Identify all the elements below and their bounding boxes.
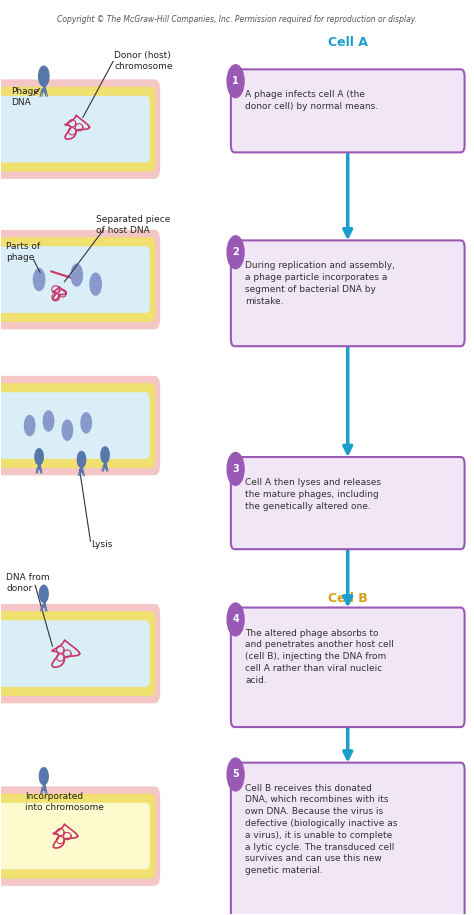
Text: 1: 1 bbox=[232, 76, 239, 86]
FancyBboxPatch shape bbox=[231, 458, 465, 549]
Circle shape bbox=[38, 66, 49, 86]
Circle shape bbox=[35, 448, 43, 465]
FancyBboxPatch shape bbox=[0, 376, 160, 475]
Circle shape bbox=[227, 236, 244, 269]
FancyBboxPatch shape bbox=[0, 620, 150, 687]
FancyBboxPatch shape bbox=[231, 70, 465, 153]
Text: 2: 2 bbox=[232, 247, 239, 257]
Circle shape bbox=[101, 447, 109, 463]
Circle shape bbox=[43, 411, 54, 431]
Circle shape bbox=[39, 768, 48, 785]
Text: During replication and assembly,
a phage particle incorporates a
segment of bact: During replication and assembly, a phage… bbox=[245, 262, 395, 306]
Text: The altered phage absorbs to
and penetrates another host cell
(cell B), injectin: The altered phage absorbs to and penetra… bbox=[245, 629, 394, 684]
Circle shape bbox=[227, 758, 244, 791]
Circle shape bbox=[34, 269, 45, 291]
FancyBboxPatch shape bbox=[0, 230, 160, 329]
Text: Incorporated
into chromosome: Incorporated into chromosome bbox=[25, 792, 104, 813]
Text: Separated piece
of host DNA: Separated piece of host DNA bbox=[96, 215, 170, 235]
FancyBboxPatch shape bbox=[231, 608, 465, 727]
Circle shape bbox=[25, 415, 35, 436]
Circle shape bbox=[71, 264, 82, 286]
FancyBboxPatch shape bbox=[231, 762, 465, 915]
Text: A phage infects cell A (the
donor cell) by normal means.: A phage infects cell A (the donor cell) … bbox=[245, 91, 378, 111]
Text: 5: 5 bbox=[232, 770, 239, 780]
Text: Cell A then lyses and releases
the mature phages, including
the genetically alte: Cell A then lyses and releases the matur… bbox=[245, 478, 381, 511]
FancyBboxPatch shape bbox=[0, 604, 160, 704]
Text: Cell A: Cell A bbox=[328, 36, 368, 48]
Text: Cell B: Cell B bbox=[328, 592, 368, 606]
Circle shape bbox=[227, 453, 244, 485]
Circle shape bbox=[62, 420, 73, 440]
Circle shape bbox=[39, 586, 48, 602]
Circle shape bbox=[81, 413, 91, 433]
Text: Lysis: Lysis bbox=[91, 540, 112, 549]
Circle shape bbox=[90, 274, 101, 296]
Circle shape bbox=[227, 65, 244, 98]
FancyBboxPatch shape bbox=[0, 393, 150, 458]
Text: Copyright © The McGraw-Hill Companies, Inc. Permission required for reproduction: Copyright © The McGraw-Hill Companies, I… bbox=[57, 15, 417, 24]
FancyBboxPatch shape bbox=[0, 246, 150, 313]
Text: 3: 3 bbox=[232, 464, 239, 474]
FancyBboxPatch shape bbox=[0, 786, 160, 886]
Circle shape bbox=[227, 603, 244, 636]
FancyBboxPatch shape bbox=[0, 611, 155, 696]
FancyBboxPatch shape bbox=[231, 241, 465, 346]
FancyBboxPatch shape bbox=[0, 80, 160, 178]
Text: 4: 4 bbox=[232, 614, 239, 624]
FancyBboxPatch shape bbox=[0, 237, 155, 322]
FancyBboxPatch shape bbox=[0, 793, 155, 878]
Circle shape bbox=[77, 451, 86, 468]
Text: DNA from
donor: DNA from donor bbox=[6, 574, 50, 594]
FancyBboxPatch shape bbox=[0, 96, 150, 162]
FancyBboxPatch shape bbox=[0, 802, 150, 869]
Text: Phage
DNA: Phage DNA bbox=[11, 87, 39, 107]
FancyBboxPatch shape bbox=[0, 87, 155, 171]
Text: Donor (host)
chromosome: Donor (host) chromosome bbox=[115, 50, 173, 70]
Text: Cell B receives this donated
DNA, which recombines with its
own DNA. Because the: Cell B receives this donated DNA, which … bbox=[245, 783, 397, 876]
Text: Parts of
phage: Parts of phage bbox=[6, 242, 40, 263]
FancyBboxPatch shape bbox=[0, 383, 155, 468]
